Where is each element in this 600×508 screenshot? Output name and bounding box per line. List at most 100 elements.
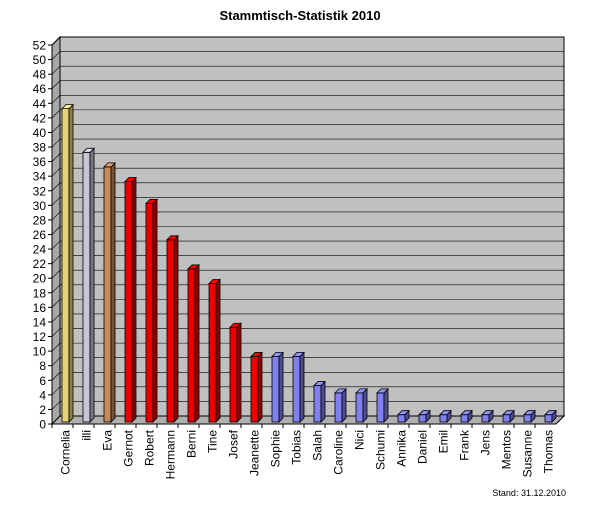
bar-top [523,410,536,416]
x-tick-label: Cornelia [59,430,73,475]
grid-line-side [51,313,61,323]
bar-front [334,392,343,423]
bar-top [187,264,200,270]
bar-front [502,414,511,423]
y-tick-label: 14 [33,315,47,329]
grid-lines [51,36,564,410]
grid-line-side [51,284,61,294]
bar-jeanette [250,351,263,423]
grid-line-side [51,328,61,337]
bar-side [68,103,74,423]
x-tick-label: Sophie [269,430,283,468]
bar-top [439,410,452,416]
bar-front [523,414,532,423]
bar-side [89,147,95,423]
x-tick-label: Gernot [122,429,136,466]
y-tick-label: 48 [33,68,47,82]
bar-front [313,385,322,423]
bar-side [341,387,347,423]
bar-front [145,202,154,423]
bar-side [257,351,263,423]
bar-top [460,410,473,416]
bar-josef [229,322,242,423]
grid-line-side [51,124,61,133]
bar-nici [355,387,368,423]
grid-line-side [51,270,61,279]
grid-line-side [51,80,61,89]
bar-susanne [523,409,536,423]
x-tick-label: Jeanette [248,430,262,476]
bar-front [124,181,133,423]
grid-line-side [51,153,61,162]
grid-line-side [51,255,61,264]
bar-top [166,235,179,241]
bar-side [362,387,368,423]
grid-line-side [51,299,61,308]
y-tick-label: 24 [33,243,47,257]
bar-front [187,268,196,423]
grid-line-side [51,211,61,221]
bar-berni [187,263,200,423]
x-tick-label: Salah [311,430,325,461]
bar-front [376,392,385,423]
bar-front [103,166,112,423]
bar-front [439,414,448,423]
x-tick-label: Robert [143,429,157,466]
bar-front [166,239,175,423]
bar-top [544,410,557,416]
bar-side [320,380,326,423]
grid-line-side [51,65,61,75]
bar-side [299,351,305,423]
y-tick-label: 46 [33,82,47,96]
x-tick-label: Eva [101,430,115,451]
x-tick-label: Berni [185,430,199,458]
y-tick-label: 52 [33,39,47,53]
bar-hermann [166,234,179,423]
y-tick-label: 2 [39,403,46,417]
bar-front [418,414,427,423]
x-tick-label: Annika [395,430,409,467]
y-tick-label: 30 [33,199,47,213]
y-tick-label: 38 [33,141,47,155]
bar-mentos [502,409,515,423]
y-tick-label: 6 [39,374,46,388]
bar-top [376,388,389,394]
bar-thomas [544,409,557,423]
bar-top [313,381,326,386]
bar-illi [82,147,95,423]
grid-line-side [51,95,61,104]
bar-cornelia [61,103,74,423]
y-tick-label: 50 [33,53,47,67]
bar-front [271,356,280,423]
y-tick-label: 10 [33,345,47,359]
bar-front [544,414,553,423]
y-tick-label: 8 [39,359,46,373]
x-tick-label: Thomas [542,430,556,473]
bar-side [278,351,284,423]
y-tick-label: 36 [33,155,47,169]
y-tick-label: 34 [33,170,47,184]
bar-top [481,410,494,416]
grid-line-side [51,240,61,250]
y-tick-label: 20 [33,272,47,286]
chart-title: Stammtisch-Statistik 2010 [219,8,381,23]
bar-side [215,278,221,423]
bar-front [208,283,217,423]
grid-line-side [51,386,61,396]
bar-side [383,387,389,423]
bar-front [481,414,490,423]
bar-annika [397,409,410,423]
bar-top [397,410,410,416]
bar-front [82,151,91,423]
bar-top [145,198,158,204]
x-tick-label: Schumi [374,430,388,470]
bar-top [208,279,221,284]
y-tick-label: 0 [39,418,46,432]
grid-line-side [51,109,61,119]
x-tick-label: Tine [206,430,220,453]
bar-top [229,322,242,328]
y-tick-label: 44 [33,97,47,111]
bar-frank [460,409,473,423]
bar-top [250,352,263,357]
